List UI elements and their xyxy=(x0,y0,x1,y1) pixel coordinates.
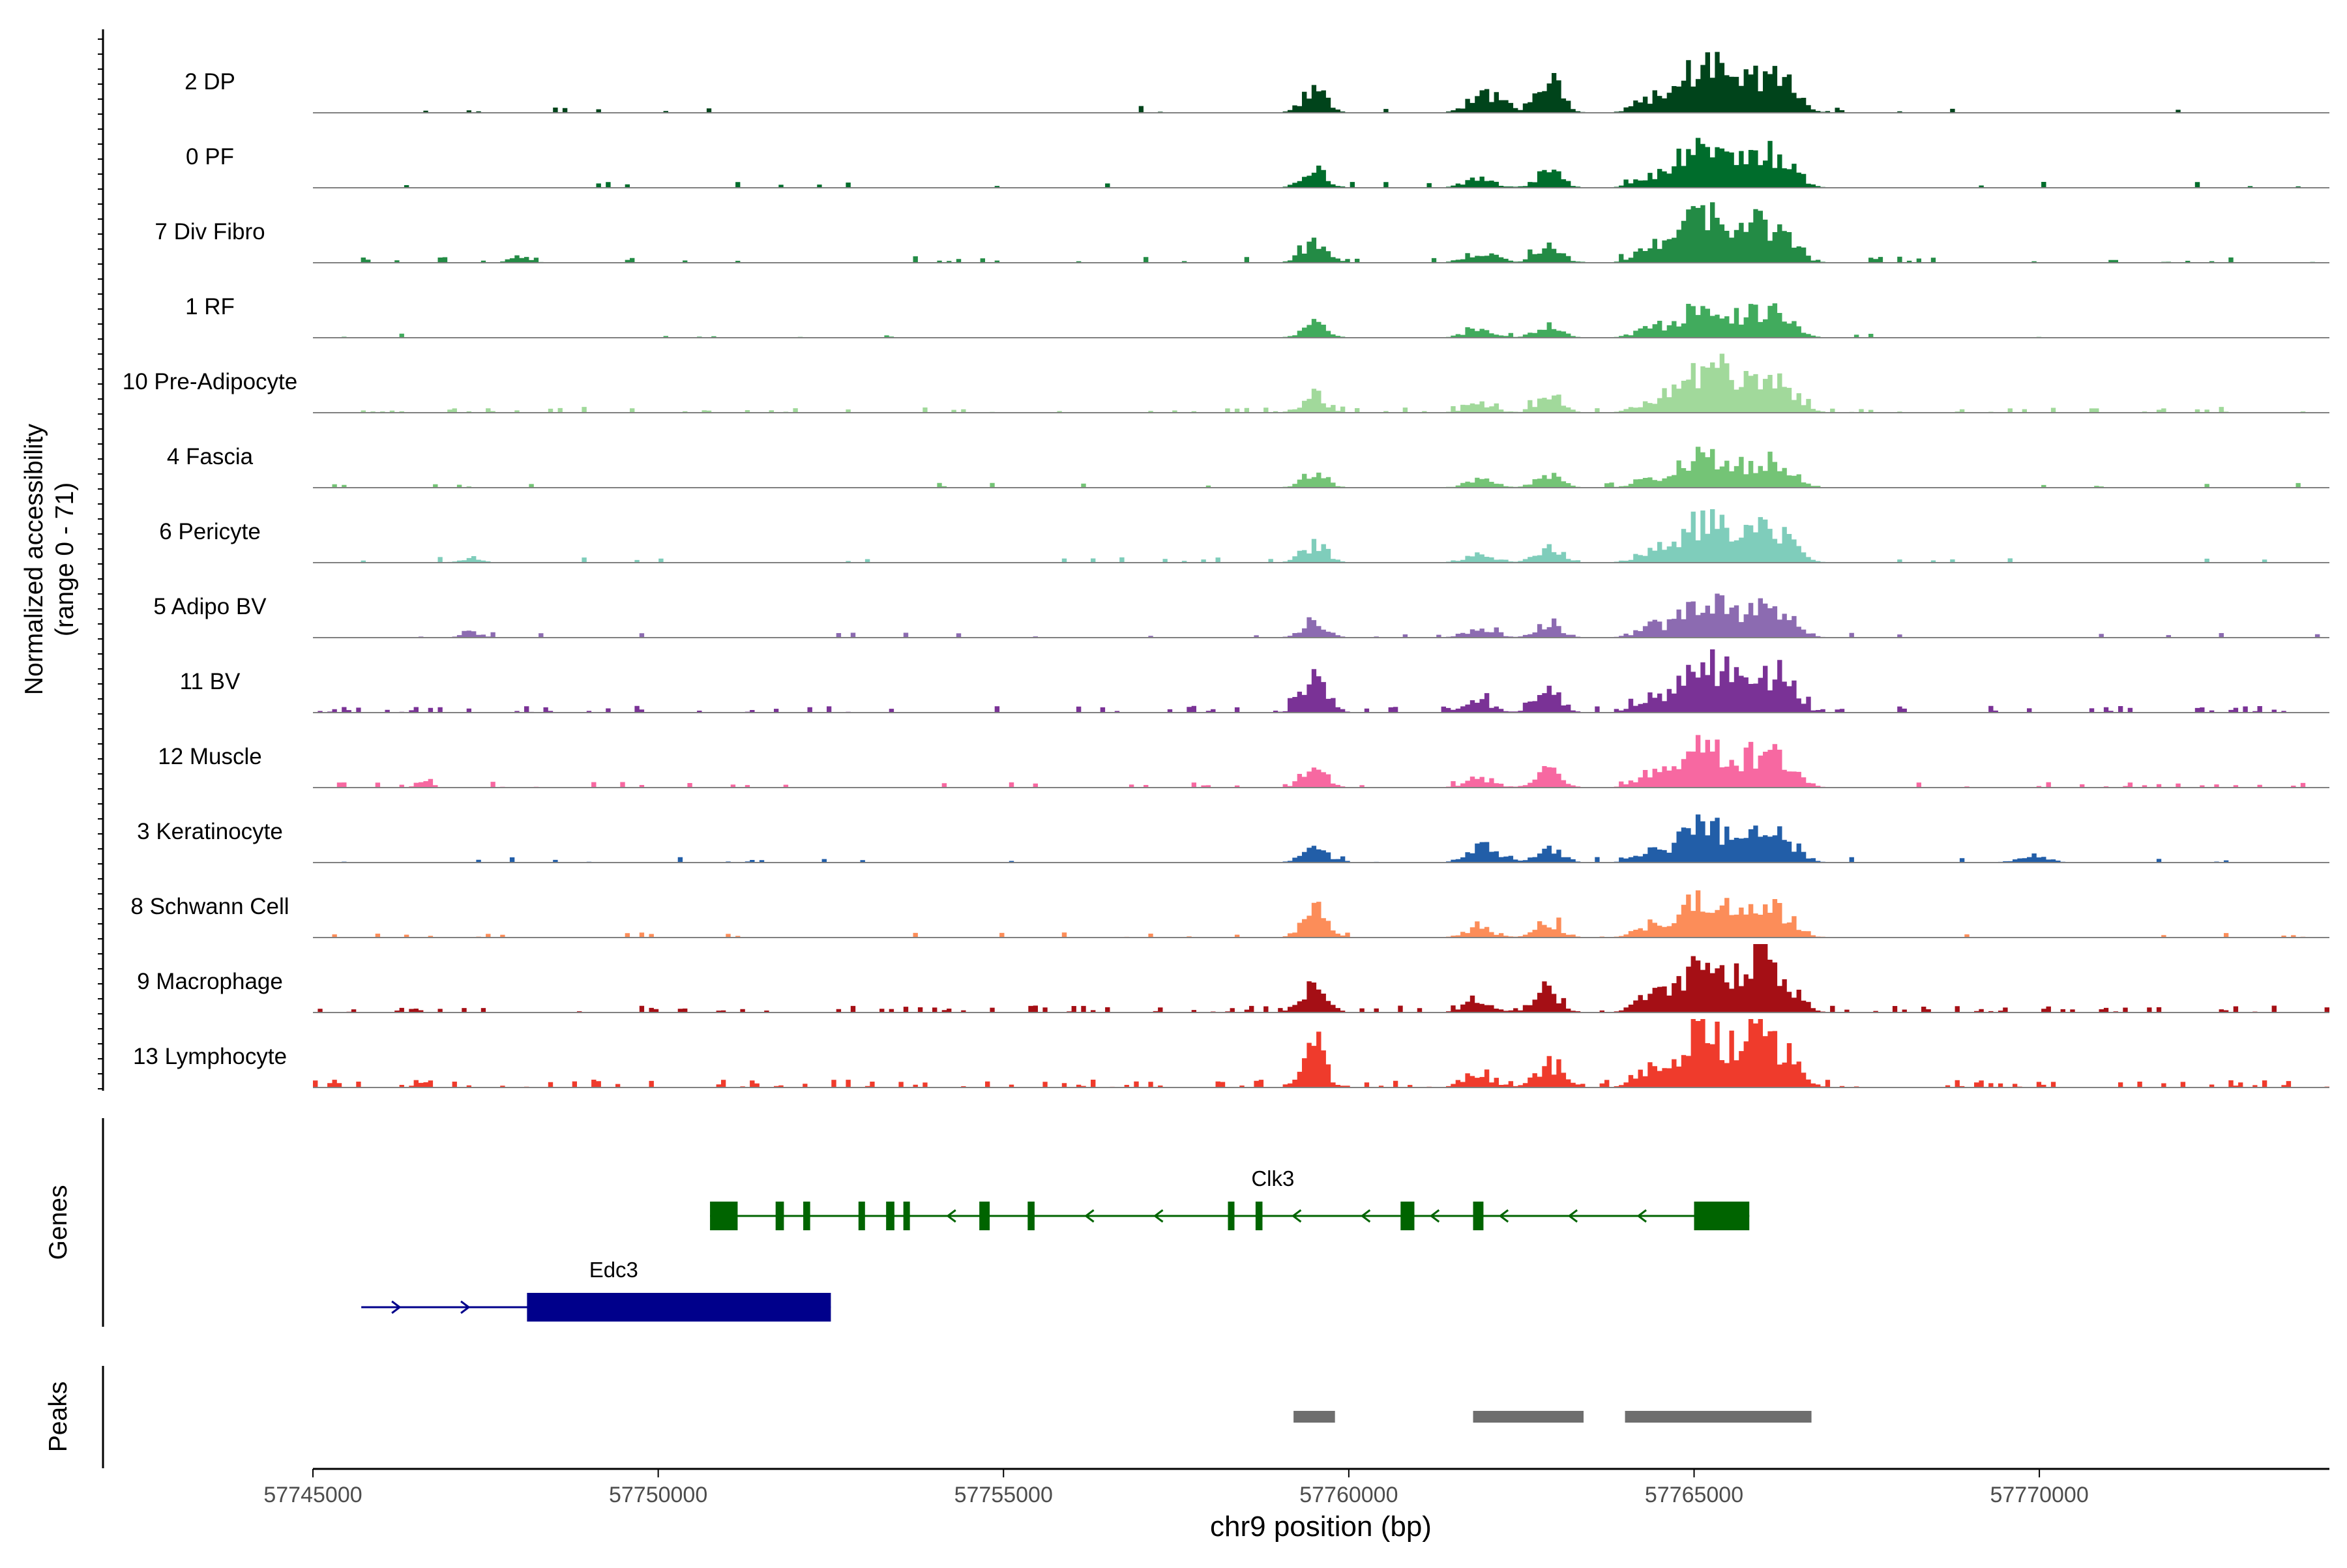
track-11: 3 Keratinocyte xyxy=(137,814,2329,863)
track-7: 6 Pericyte xyxy=(159,509,2329,563)
coverage-area xyxy=(313,447,2329,488)
track-6: 4 Fascia xyxy=(167,444,2329,488)
gene-models: Clk3 Edc3 xyxy=(361,1166,1750,1322)
track-label: 13 Lymphocyte xyxy=(133,1044,287,1069)
x-tick-label: 57760000 xyxy=(1299,1483,1398,1507)
strand-arrow xyxy=(1084,1209,1095,1223)
gene-exon xyxy=(979,1202,990,1230)
track-label: 0 PF xyxy=(186,144,234,170)
peak-bars xyxy=(1293,1411,1812,1423)
coverage-area xyxy=(313,52,2329,113)
gene-edc3: Edc3 xyxy=(361,1258,831,1322)
coverage-tracks: 2 DP 0 PF 7 Div Fibro 1 RF 10 Pre-Adipocyte 4… xyxy=(123,52,2329,1088)
peaks-track: Peaks xyxy=(44,1366,1812,1468)
track-13: 9 Macrophage xyxy=(137,944,2329,1013)
gene-exon xyxy=(803,1202,810,1230)
coverage-area xyxy=(313,735,2329,788)
coverage-area xyxy=(313,944,2329,1013)
track-2: 0 PF xyxy=(186,138,2329,188)
track-label: 9 Macrophage xyxy=(137,969,283,994)
track-label: 12 Muscle xyxy=(158,744,262,769)
x-ticks: 57745000 57750000 57755000 57760000 57765000… xyxy=(263,1469,2089,1507)
gene-exon xyxy=(527,1293,831,1322)
gene-utr-block xyxy=(1694,1202,1750,1230)
track-12: 8 Schwann Cell xyxy=(130,890,2329,938)
coverage-area xyxy=(313,814,2329,863)
gene-exon xyxy=(858,1202,865,1230)
x-tick-label: 57770000 xyxy=(1990,1483,2088,1507)
y-axis-label: Normalized accessibility xyxy=(20,423,48,695)
track-label: 7 Div Fibro xyxy=(155,219,265,244)
coverage-area xyxy=(313,303,2329,338)
coverage-y-axis xyxy=(98,29,104,1091)
gene-exon xyxy=(886,1202,894,1230)
track-label: 5 Adipo BV xyxy=(153,594,267,619)
track-9: 11 BV xyxy=(180,649,2329,713)
strand-arrow xyxy=(1153,1209,1164,1223)
gene-clk3: Clk3 xyxy=(710,1166,1750,1230)
track-8: 5 Adipo BV xyxy=(153,593,2329,638)
genes-track-label: Genes xyxy=(44,1185,72,1260)
strand-arrow xyxy=(946,1209,956,1223)
gene-exon xyxy=(1255,1202,1263,1230)
strand-arrow xyxy=(1498,1209,1509,1223)
strand-arrow xyxy=(460,1300,471,1314)
track-label: 11 BV xyxy=(180,669,241,694)
x-tick-label: 57750000 xyxy=(609,1483,707,1507)
gene-exon xyxy=(1027,1202,1035,1230)
strand-arrow xyxy=(1360,1209,1371,1223)
peak-region xyxy=(1293,1411,1335,1423)
genes-track: Genes Clk3 Edc3 xyxy=(44,1118,1750,1327)
track-4: 1 RF xyxy=(185,294,2329,338)
peak-region xyxy=(1625,1411,1812,1423)
coverage-area xyxy=(313,593,2329,638)
strand-arrow xyxy=(391,1300,402,1314)
track-1: 2 DP xyxy=(185,52,2329,113)
strand-arrow xyxy=(1567,1209,1578,1223)
gene-utr-block xyxy=(710,1202,738,1230)
coverage-area xyxy=(313,353,2329,413)
coverage-area xyxy=(313,890,2329,938)
gene-exon xyxy=(1228,1202,1235,1230)
track-5: 10 Pre-Adipocyte xyxy=(123,353,2329,413)
track-label: 2 DP xyxy=(185,69,235,95)
gene-exon xyxy=(775,1202,784,1230)
x-axis: 57745000 57750000 57755000 57760000 57765000… xyxy=(263,1468,2329,1543)
coverage-area xyxy=(313,202,2329,263)
gene-label: Edc3 xyxy=(589,1258,638,1282)
x-tick-label: 57755000 xyxy=(954,1483,1053,1507)
coverage-area xyxy=(313,649,2329,713)
peak-region xyxy=(1473,1411,1584,1423)
track-3: 7 Div Fibro xyxy=(155,202,2329,263)
y-axis-range-label: (range 0 - 71) xyxy=(51,482,79,636)
strand-arrow xyxy=(1429,1209,1440,1223)
track-10: 12 Muscle xyxy=(158,735,2329,788)
gene-exon xyxy=(1400,1202,1415,1230)
strand-arrow xyxy=(1291,1209,1302,1223)
track-label: 4 Fascia xyxy=(167,444,254,469)
track-label: 10 Pre-Adipocyte xyxy=(123,369,297,394)
coverage-area xyxy=(313,509,2329,563)
gene-label: Clk3 xyxy=(1251,1166,1294,1191)
track-label: 8 Schwann Cell xyxy=(130,894,289,919)
track-14: 13 Lymphocyte xyxy=(133,1019,2329,1088)
gene-exon xyxy=(1473,1202,1484,1230)
x-tick-label: 57765000 xyxy=(1645,1483,1743,1507)
x-axis-title: chr9 position (bp) xyxy=(1210,1511,1432,1543)
track-label: 3 Keratinocyte xyxy=(137,819,283,844)
gene-exon xyxy=(903,1202,910,1230)
track-label: 1 RF xyxy=(185,294,235,319)
coverage-area xyxy=(313,1019,2329,1087)
track-label: 6 Pericyte xyxy=(159,519,261,544)
coverage-area xyxy=(313,138,2329,188)
strand-arrow xyxy=(1636,1209,1647,1223)
peaks-track-label: Peaks xyxy=(44,1382,72,1452)
x-tick-label: 57745000 xyxy=(263,1483,362,1507)
